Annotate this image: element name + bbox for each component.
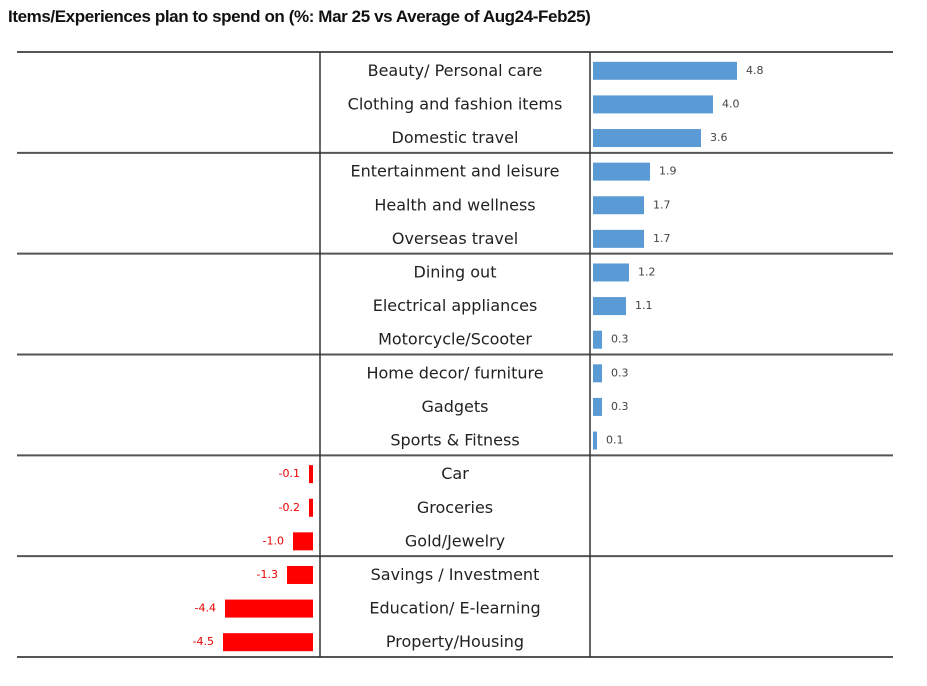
category-label: Overseas travel: [392, 229, 518, 248]
category-label: Property/Housing: [386, 632, 524, 651]
bar: [225, 599, 313, 618]
data-label: 0.3: [611, 400, 629, 413]
category-label: Savings / Investment: [371, 565, 540, 584]
category-label: Groceries: [417, 498, 493, 517]
category-label: Entertainment and leisure: [350, 162, 559, 181]
category-label: Gadgets: [422, 397, 489, 416]
bar: [593, 129, 701, 148]
bar: [593, 229, 644, 248]
category-label: Motorcycle/Scooter: [378, 330, 532, 349]
bar: [593, 431, 597, 450]
category-label: Electrical appliances: [373, 296, 538, 315]
data-label: 0.3: [611, 366, 629, 379]
bar: [593, 397, 602, 416]
data-label: 1.7: [653, 232, 671, 245]
category-label: Sports & Fitness: [390, 431, 519, 450]
bar: [593, 364, 602, 383]
category-label: Dining out: [414, 262, 497, 281]
data-label: -1.3: [257, 568, 278, 581]
bar: [309, 465, 313, 484]
bar: [287, 565, 313, 584]
data-label: 1.1: [635, 299, 653, 312]
category-label: Domestic travel: [392, 128, 519, 147]
data-label: 1.2: [638, 265, 656, 278]
data-label: 3.6: [710, 131, 728, 144]
category-label: Car: [441, 464, 469, 483]
bar: [593, 162, 650, 181]
bar: [293, 532, 313, 551]
category-label: Clothing and fashion items: [348, 94, 563, 113]
data-label: 1.7: [653, 198, 671, 211]
category-label: Gold/Jewelry: [405, 531, 505, 550]
category-label: Education/ E-learning: [369, 599, 540, 618]
bar: [593, 61, 737, 80]
category-label: Home decor/ furniture: [366, 363, 543, 382]
data-label: 1.9: [659, 165, 677, 178]
category-label: Health and wellness: [374, 195, 535, 214]
bar: [309, 498, 313, 517]
bar: [593, 297, 626, 316]
category-label: Beauty/ Personal care: [368, 61, 543, 80]
bar: [593, 95, 713, 114]
data-label: 0.3: [611, 333, 629, 346]
bar: [593, 330, 602, 349]
data-label: -4.5: [193, 635, 214, 648]
bar: [593, 263, 629, 282]
bar: [593, 196, 644, 215]
data-label: 4.0: [722, 97, 740, 110]
chart-title: Items/Experiences plan to spend on (%: M…: [8, 7, 591, 26]
data-label: -0.1: [279, 467, 300, 480]
data-label: -4.4: [195, 602, 216, 615]
bar: [223, 633, 313, 652]
data-label: -0.2: [279, 501, 300, 514]
data-label: 4.8: [746, 64, 764, 77]
data-label: 0.1: [606, 434, 624, 447]
data-label: -1.0: [263, 534, 284, 547]
